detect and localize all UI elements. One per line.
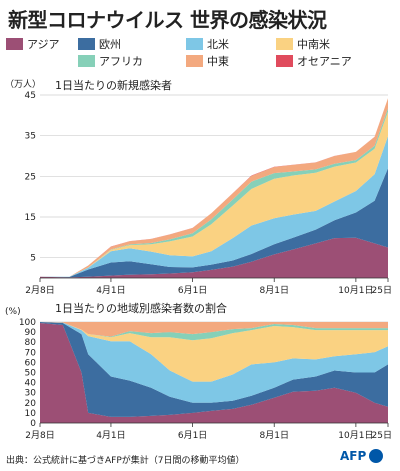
x-tick-label: 10月1日	[338, 285, 373, 296]
y-tick-label: 15	[25, 213, 36, 223]
x-tick-label: 4月1日	[96, 430, 125, 441]
legend-label-latin-america: 中南米	[297, 38, 330, 51]
afp-logo-text: AFP	[340, 449, 367, 463]
legend-swatch-oceania	[276, 55, 293, 67]
legend-item-north-america: 北米	[186, 36, 229, 52]
y-tick-label: 100	[19, 318, 36, 328]
y-tick-label: 45	[25, 91, 36, 101]
legend-item-oceania: オセアニア	[276, 53, 352, 69]
legend-label-north-america: 北米	[207, 38, 229, 51]
legend-swatch-europe	[78, 38, 95, 50]
area-asia	[40, 323, 388, 423]
y-axis-unit-label: (%)	[5, 307, 21, 317]
y-tick-label: 80	[25, 338, 37, 348]
y-tick-label: 60	[25, 358, 37, 368]
legend-label-oceania: オセアニア	[297, 55, 352, 68]
y-tick-label: 35	[25, 132, 36, 142]
legend-item-middle-east: 中東	[186, 53, 229, 69]
x-tick-label: 2月8日	[25, 430, 54, 441]
legend-swatch-latin-america	[276, 38, 293, 50]
y-tick-label: 90	[25, 328, 37, 338]
legend-item-africa: アフリカ	[78, 53, 143, 69]
x-tick-label: 25日	[372, 285, 392, 296]
area-europe	[40, 322, 388, 417]
legend-swatch-north-america	[186, 38, 203, 50]
x-tick-label: 8月1日	[260, 285, 289, 296]
area-middle-east	[40, 322, 388, 337]
y-tick-label: 10	[25, 409, 37, 419]
x-tick-label: 25日	[372, 430, 392, 441]
area-africa	[40, 322, 388, 341]
x-tick-label: 8月1日	[260, 430, 289, 441]
area-latin-america	[40, 322, 388, 382]
y-axis-unit-label: （万人）	[5, 79, 41, 90]
x-tick-label: 4月1日	[96, 285, 125, 296]
y-tick-label: 5	[30, 254, 36, 264]
legend-label-africa: アフリカ	[99, 55, 143, 68]
x-tick-label: 10月1日	[338, 430, 373, 441]
legend-item-europe: 欧州	[78, 36, 121, 52]
afp-logo: AFP	[340, 449, 384, 463]
x-tick-label: 2月8日	[25, 285, 54, 296]
y-tick-label: 20	[25, 399, 37, 409]
x-tick-label: 6月1日	[178, 285, 207, 296]
source-note: 出典：公式統計に基づきAFPが集計（7日間の移動平均値）	[6, 456, 245, 466]
panel-title: 1日当たりの新規感染者	[55, 78, 172, 92]
x-tick-label: 6月1日	[178, 430, 207, 441]
share-chart: 1日当たりの地域別感染者数の割合(%)010203040506070809010…	[5, 301, 392, 441]
legend-swatch-middle-east	[186, 55, 203, 67]
y-tick-label: 25	[25, 172, 36, 182]
y-tick-label: 40	[25, 379, 37, 389]
legend-label-middle-east: 中東	[207, 55, 229, 68]
chart-title: 新型コロナウイルス 世界の感染状況	[8, 8, 327, 32]
legend-item-asia: アジア	[6, 36, 60, 52]
legend-item-latin-america: 中南米	[276, 36, 330, 52]
legend-swatch-africa	[78, 55, 95, 67]
y-tick-label: 70	[25, 348, 37, 358]
y-tick-label: 0	[30, 419, 36, 429]
area-north-america	[40, 322, 388, 403]
new-cases-chart: 1日当たりの新規感染者 （万人） 5 15 25 35 45 2月8日 4月1日 6月1日 8月1日…	[5, 78, 392, 296]
area-latin-america	[40, 111, 388, 277]
legend-label-europe: 欧州	[99, 38, 121, 51]
afp-logo-dot-icon	[369, 449, 384, 463]
legend-label-asia: アジア	[27, 38, 60, 51]
y-tick-label: 30	[25, 389, 37, 399]
area-asia	[40, 237, 388, 278]
y-tick-label: 50	[25, 369, 37, 379]
panel-title: 1日当たりの地域別感染者数の割合	[55, 301, 227, 315]
legend-swatch-asia	[6, 38, 23, 50]
